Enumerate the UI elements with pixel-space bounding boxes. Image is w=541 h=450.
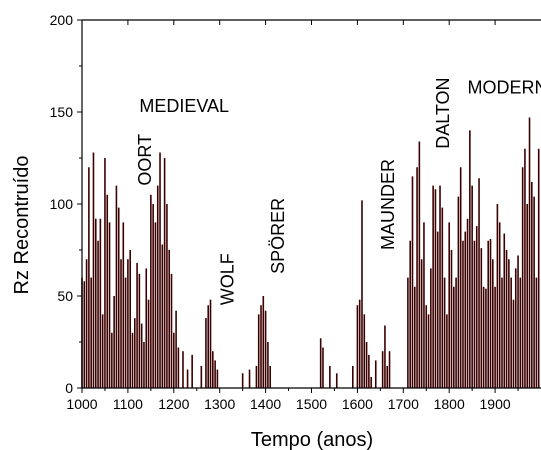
x-tick-label: 1200: [158, 396, 189, 412]
annotation-label: OORT: [135, 134, 155, 186]
x-tick-label: 1700: [388, 396, 419, 412]
annotation-label: DALTON: [433, 77, 453, 148]
annotation-label: MAUNDER: [378, 159, 398, 250]
y-tick-label: 150: [50, 104, 74, 120]
y-tick-label: 50: [57, 288, 73, 304]
y-axis-ticks: 0 50 100 150 200: [50, 12, 82, 396]
x-tick-label: 1600: [342, 396, 373, 412]
x-tick-label: 1900: [480, 396, 511, 412]
y-tick-label: 200: [50, 12, 74, 28]
x-axis-title: Tempo (anos): [251, 429, 373, 450]
x-tick-label: 1500: [296, 396, 327, 412]
annotation-label: MODERNO: [468, 78, 541, 98]
x-axis-ticks: 1000 1100 1200 1300 1400 1500 1600 1700 1800 1900: [66, 20, 519, 412]
y-axis-title: Rz Recontruído: [11, 156, 33, 295]
x-tick-label: 1100: [113, 396, 143, 412]
y-tick-label: 0: [65, 380, 73, 396]
x-tick-label: 1000: [66, 396, 97, 412]
bar-series: [81, 117, 540, 388]
annotations: MEDIEVAL OORT WOLF SPÖRER MAUNDER DALTON MODER…: [135, 77, 541, 305]
x-tick-label: 1800: [434, 396, 465, 412]
x-tick-label: 1300: [204, 396, 235, 412]
annotation-label: SPÖRER: [268, 198, 288, 274]
x-tick-label: 1400: [250, 396, 281, 412]
y-tick-label: 100: [50, 196, 74, 212]
annotation-label: MEDIEVAL: [139, 96, 229, 116]
annotation-label: WOLF: [217, 253, 237, 305]
